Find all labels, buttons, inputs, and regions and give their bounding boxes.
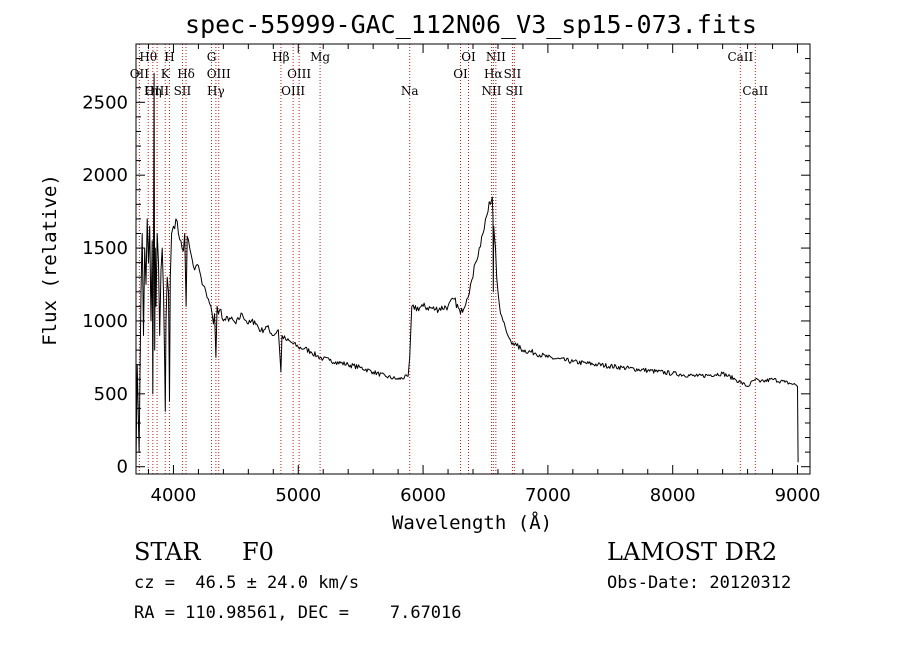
redshift-text: cz = 46.5 ± 24.0 km/s [134, 573, 360, 593]
line-label-13: OIII [281, 84, 305, 98]
line-label-19: Hα [484, 67, 503, 81]
line-label-3: Hη [144, 84, 162, 98]
line-label-23: CaII [727, 50, 753, 64]
x-tick-label-3: 7000 [525, 485, 571, 506]
y-tick-label-0: 0 [117, 457, 128, 478]
survey-name: LAMOST DR2 [607, 538, 778, 566]
line-label-18: NII [486, 50, 506, 64]
coordinates-text: RA = 110.98561, DEC = 7.67016 [134, 603, 462, 623]
line-label-1: OII [130, 67, 150, 81]
line-label-17: OI [453, 67, 468, 81]
line-label-22: SII [505, 84, 523, 98]
axis-ticks: 4000 5000 6000 7000 8000 9000 0 500 1000 1500 2000… [82, 44, 820, 506]
line-label-16: OI [461, 50, 476, 64]
y-tick-label-1: 500 [94, 384, 128, 405]
line-label-21: NII [481, 84, 501, 98]
spectrum-line-0 [135, 72, 799, 467]
line-label-8: G [207, 50, 217, 64]
object-subclass: F0 [242, 538, 274, 566]
line-label-2: OIII [145, 84, 169, 98]
y-tick-label-2: 1000 [82, 311, 128, 332]
plot-frame [135, 43, 811, 475]
x-tick-label-1: 5000 [275, 485, 321, 506]
line-label-10: Hγ [207, 84, 225, 98]
line-label-5: K [161, 67, 171, 81]
y-axis-label: Flux (relative) [39, 174, 61, 346]
chart-title: spec-55999-GAC_112N06_V3_sp15-073.fits [185, 10, 757, 39]
line-label-4: H [164, 50, 174, 64]
x-tick-label-4: 8000 [650, 485, 696, 506]
y-tick-label-4: 2000 [82, 165, 128, 186]
line-label-6: Hδ [177, 67, 195, 81]
line-label-14: Mg [310, 50, 330, 64]
line-label-0: Hθ [139, 50, 157, 64]
line-label-20: SII [504, 67, 522, 81]
line-label-9: OIII [207, 67, 231, 81]
x-tick-label-5: 9000 [775, 485, 821, 506]
x-tick-label-0: 4000 [151, 485, 197, 506]
x-axis-label: Wavelength (Å) [392, 511, 552, 534]
line-label-15: Na [401, 84, 419, 98]
line-label-11: Hβ [272, 50, 289, 64]
y-tick-label-3: 1500 [82, 238, 128, 259]
line-label-12: OIII [287, 67, 311, 81]
x-tick-label-2: 6000 [400, 485, 446, 506]
object-class: STAR [134, 538, 201, 566]
line-label-7: SII [174, 84, 192, 98]
line-label-24: CaII [742, 84, 768, 98]
y-tick-label-5: 2500 [82, 92, 128, 113]
spectrum-series [135, 72, 799, 467]
obs-date-text: Obs-Date: 20120312 [607, 573, 792, 593]
